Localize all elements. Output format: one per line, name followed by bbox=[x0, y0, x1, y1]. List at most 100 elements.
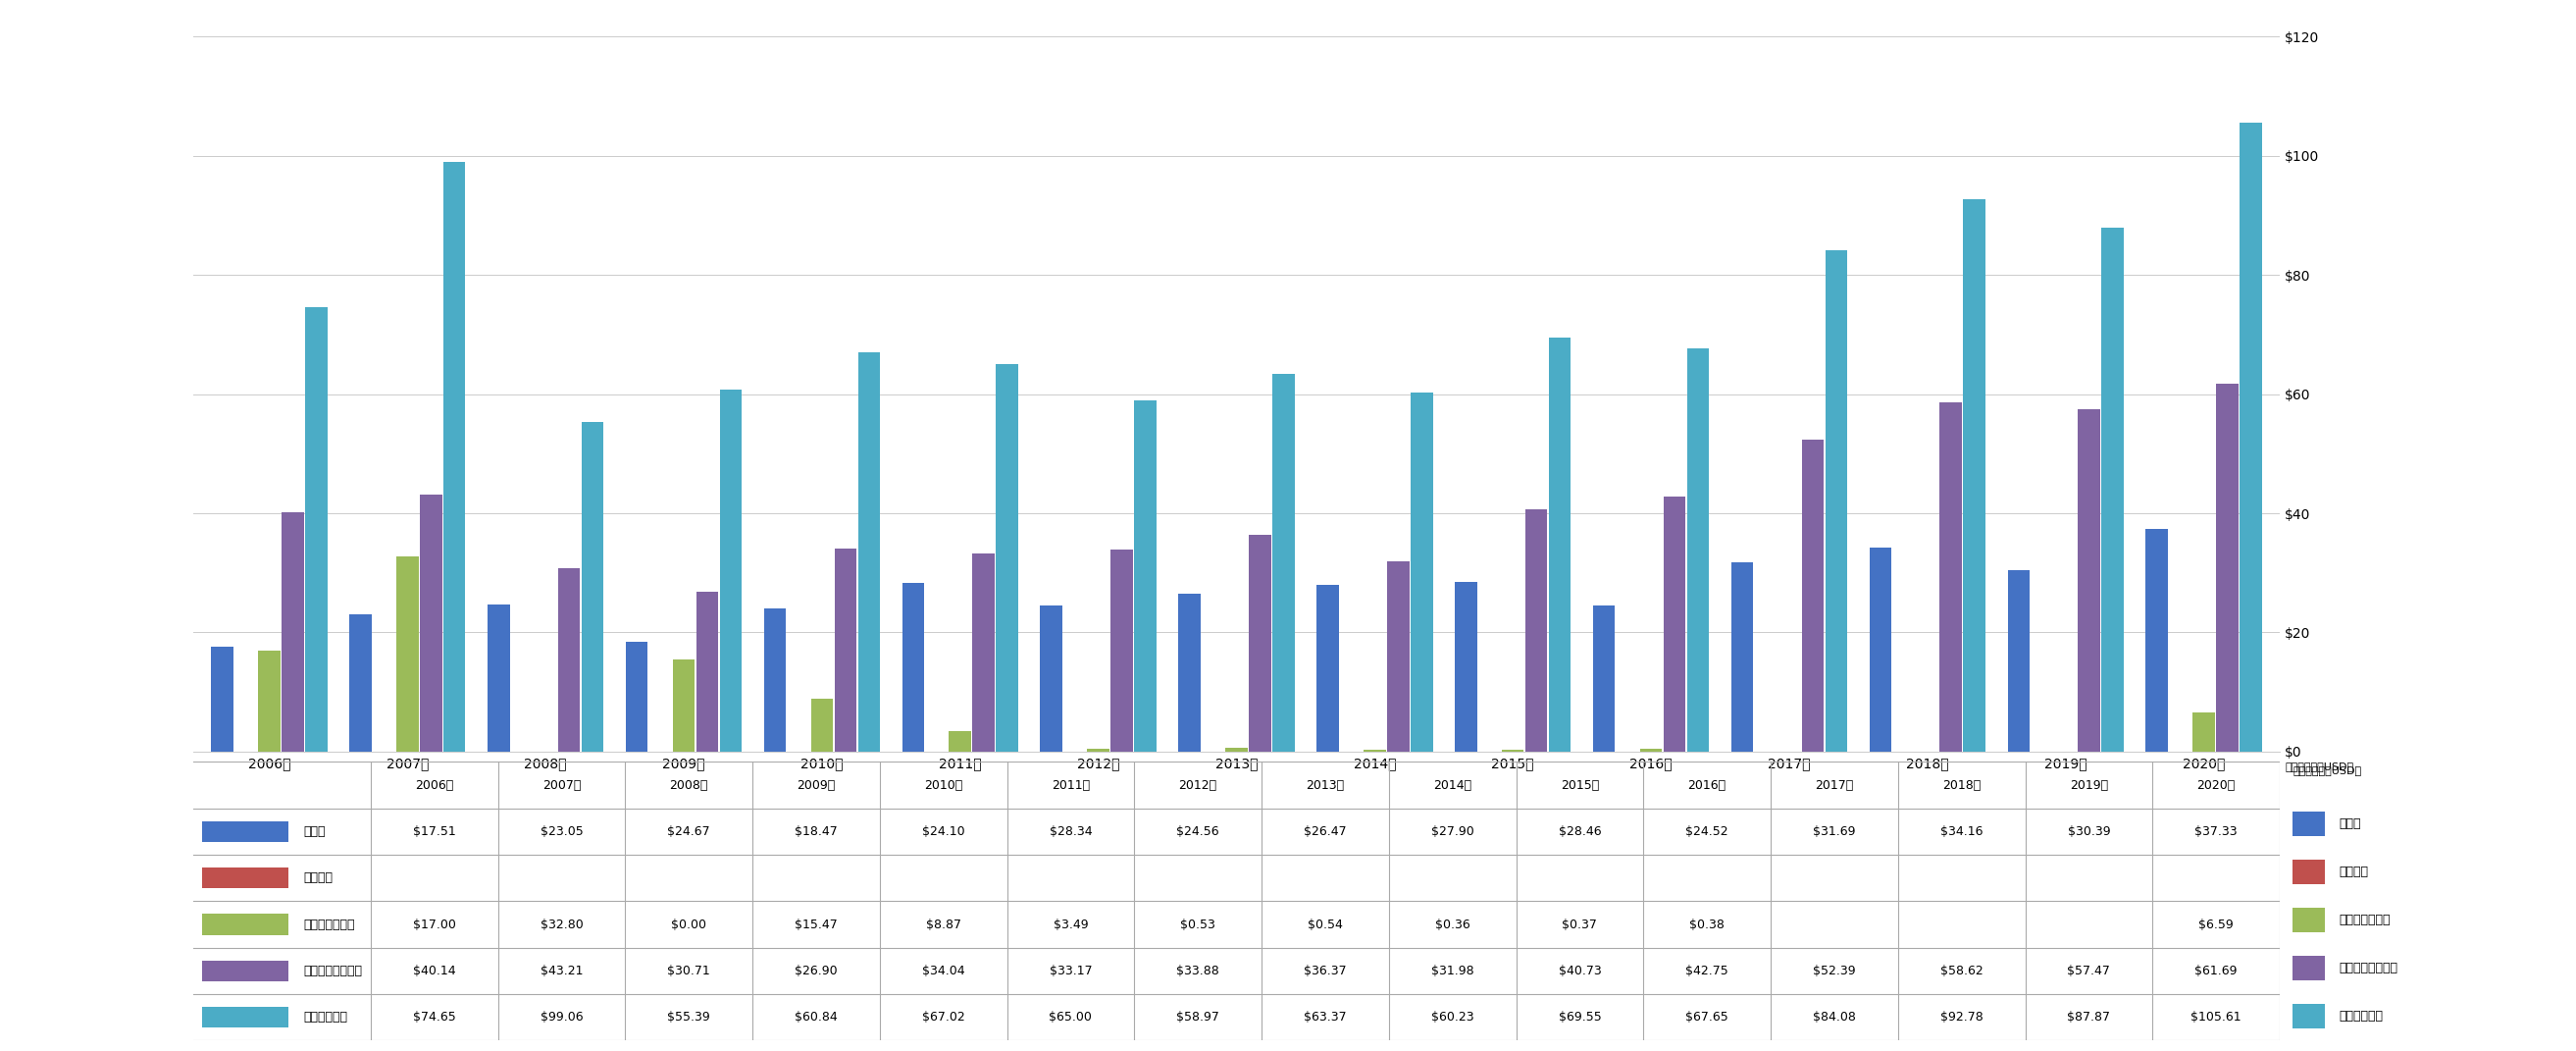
Text: 2020年: 2020年 bbox=[2197, 779, 2236, 791]
Text: その他の流動負債: その他の流動負債 bbox=[2339, 962, 2398, 974]
Bar bbox=[696, 592, 719, 751]
Text: $26.47: $26.47 bbox=[1303, 825, 1347, 838]
Bar bbox=[1455, 582, 1476, 751]
Text: 買掛金: 買掛金 bbox=[2339, 818, 2360, 830]
Bar bbox=[1940, 403, 1963, 751]
Text: $8.87: $8.87 bbox=[925, 919, 961, 931]
Bar bbox=[1525, 509, 1548, 751]
Text: （単位：百万USD）: （単位：百万USD） bbox=[2293, 766, 2362, 776]
Text: $33.88: $33.88 bbox=[1177, 965, 1218, 977]
Text: $30.39: $30.39 bbox=[2069, 825, 2110, 838]
Bar bbox=[1177, 594, 1200, 751]
Text: 繰延収益: 繰延収益 bbox=[2339, 866, 2367, 879]
Text: $52.39: $52.39 bbox=[1814, 965, 1855, 977]
Text: $17.00: $17.00 bbox=[412, 919, 456, 931]
Bar bbox=[281, 513, 304, 751]
Text: 流動負債合計: 流動負債合計 bbox=[2339, 1010, 2383, 1023]
Bar bbox=[1664, 497, 1685, 751]
Bar bbox=[858, 352, 881, 751]
Bar bbox=[1548, 337, 1571, 751]
Bar bbox=[2293, 956, 2326, 981]
Bar bbox=[835, 549, 855, 751]
Bar bbox=[1386, 561, 1409, 751]
Bar bbox=[397, 556, 417, 751]
Text: $24.67: $24.67 bbox=[667, 825, 711, 838]
Text: $28.46: $28.46 bbox=[1558, 825, 1602, 838]
Text: $26.90: $26.90 bbox=[793, 965, 837, 977]
Text: 2007年: 2007年 bbox=[541, 779, 580, 791]
Bar bbox=[201, 1007, 289, 1028]
Text: 繰延収益: 繰延収益 bbox=[304, 871, 332, 884]
Text: $69.55: $69.55 bbox=[1558, 1011, 1602, 1024]
Text: 2006年: 2006年 bbox=[415, 779, 453, 791]
Text: $27.90: $27.90 bbox=[1432, 825, 1473, 838]
Text: $55.39: $55.39 bbox=[667, 1011, 711, 1024]
Text: $65.00: $65.00 bbox=[1048, 1011, 1092, 1024]
Bar bbox=[997, 365, 1018, 751]
Text: $0.00: $0.00 bbox=[672, 919, 706, 931]
Text: 買掛金: 買掛金 bbox=[304, 825, 325, 838]
Text: $74.65: $74.65 bbox=[412, 1011, 456, 1024]
Bar bbox=[1801, 439, 1824, 751]
Text: 2008年: 2008年 bbox=[670, 779, 708, 791]
Bar bbox=[2293, 1005, 2326, 1029]
Bar bbox=[902, 582, 925, 751]
Bar bbox=[350, 614, 371, 751]
Bar bbox=[201, 914, 289, 935]
Bar bbox=[2215, 384, 2239, 751]
Text: $24.56: $24.56 bbox=[1177, 825, 1218, 838]
Bar bbox=[201, 821, 289, 842]
Bar bbox=[672, 659, 696, 751]
Bar bbox=[2293, 860, 2326, 884]
Text: $31.98: $31.98 bbox=[1432, 965, 1473, 977]
Text: $63.37: $63.37 bbox=[1303, 1011, 1347, 1024]
Text: $60.23: $60.23 bbox=[1432, 1011, 1473, 1024]
Text: $23.05: $23.05 bbox=[541, 825, 582, 838]
Text: $105.61: $105.61 bbox=[2190, 1011, 2241, 1024]
Text: $36.37: $36.37 bbox=[1303, 965, 1347, 977]
Text: $15.47: $15.47 bbox=[793, 919, 837, 931]
Text: $24.10: $24.10 bbox=[922, 825, 966, 838]
Text: 2016年: 2016年 bbox=[1687, 779, 1726, 791]
Text: $33.17: $33.17 bbox=[1048, 965, 1092, 977]
Text: $18.47: $18.47 bbox=[793, 825, 837, 838]
Text: $92.78: $92.78 bbox=[1940, 1011, 1984, 1024]
Text: $31.69: $31.69 bbox=[1814, 825, 1855, 838]
Text: $99.06: $99.06 bbox=[541, 1011, 582, 1024]
Text: 2017年: 2017年 bbox=[1816, 779, 1855, 791]
Bar bbox=[626, 641, 647, 751]
Text: $0.53: $0.53 bbox=[1180, 919, 1216, 931]
Bar bbox=[2239, 123, 2262, 751]
Bar bbox=[1641, 749, 1662, 751]
Bar bbox=[2007, 571, 2030, 751]
Text: $0.37: $0.37 bbox=[1561, 919, 1597, 931]
Text: $57.47: $57.47 bbox=[2069, 965, 2110, 977]
Bar bbox=[974, 554, 994, 751]
Text: $87.87: $87.87 bbox=[2069, 1011, 2110, 1024]
Bar bbox=[1870, 548, 1891, 751]
Bar bbox=[1363, 749, 1386, 751]
Bar bbox=[1110, 550, 1133, 751]
Text: $0.38: $0.38 bbox=[1690, 919, 1723, 931]
Text: $17.51: $17.51 bbox=[412, 825, 456, 838]
Bar bbox=[201, 867, 289, 888]
Text: その他の流動負債: その他の流動負債 bbox=[304, 965, 363, 977]
Text: 2012年: 2012年 bbox=[1180, 779, 1216, 791]
Bar bbox=[719, 389, 742, 751]
Text: 2014年: 2014年 bbox=[1432, 779, 1471, 791]
Bar bbox=[948, 730, 971, 751]
Bar bbox=[1133, 400, 1157, 751]
Text: 2011年: 2011年 bbox=[1051, 779, 1090, 791]
Text: 2010年: 2010年 bbox=[925, 779, 963, 791]
Bar bbox=[1316, 585, 1340, 751]
Bar bbox=[2146, 529, 2169, 751]
Text: 2018年: 2018年 bbox=[1942, 779, 1981, 791]
Text: $60.84: $60.84 bbox=[793, 1011, 837, 1024]
Text: 2019年: 2019年 bbox=[2069, 779, 2107, 791]
Text: 流動負債合計: 流動負債合計 bbox=[304, 1011, 348, 1024]
Bar bbox=[2293, 908, 2326, 932]
Bar bbox=[443, 162, 466, 751]
Bar bbox=[304, 307, 327, 751]
Text: $40.73: $40.73 bbox=[1558, 965, 1602, 977]
Bar bbox=[1687, 349, 1708, 751]
